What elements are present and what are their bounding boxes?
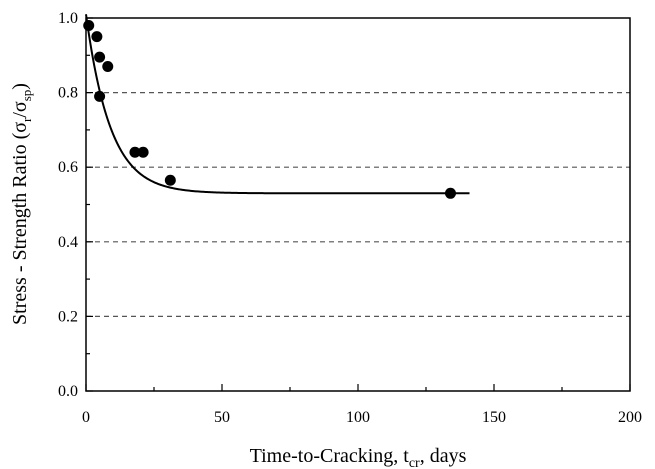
data-point-3 bbox=[102, 60, 114, 72]
y-tick-label: 0.4 bbox=[58, 234, 78, 251]
tick-labels: 0.0 0.2 0.4 0.6 0.8 1.0 0 50 100 150 200 bbox=[58, 10, 642, 426]
x-tick-label: 150 bbox=[482, 409, 506, 426]
y-tick-label: 0.6 bbox=[58, 159, 78, 176]
y-tick-label: 0.2 bbox=[58, 308, 78, 325]
x-tick-label: 0 bbox=[82, 409, 90, 426]
fit-curve bbox=[85, 14, 470, 195]
x-tick-label: 200 bbox=[618, 409, 642, 426]
y-tick-label: 0.8 bbox=[58, 85, 78, 102]
y-tick-label: 1.0 bbox=[58, 10, 78, 27]
x-axis-title: Time-to-Cracking, tcr, days bbox=[250, 445, 467, 469]
axis-ticks bbox=[85, 17, 631, 392]
y-axis-title: Stress - Strength Ratio (σr/σsp) bbox=[9, 83, 34, 325]
data-point-0 bbox=[83, 19, 95, 31]
plot-frame bbox=[85, 17, 631, 392]
data-point-7 bbox=[164, 174, 176, 186]
data-point-4 bbox=[94, 90, 106, 102]
data-point-6 bbox=[137, 146, 149, 158]
data-point-5 bbox=[129, 146, 141, 158]
data-point-1 bbox=[91, 31, 103, 43]
data-point-8 bbox=[444, 187, 456, 199]
data-points bbox=[83, 19, 456, 199]
x-tick-label: 50 bbox=[214, 409, 230, 426]
x-tick-label: 100 bbox=[346, 409, 370, 426]
data-point-2 bbox=[94, 51, 106, 63]
gridlines bbox=[86, 91, 630, 317]
y-tick-label: 0.0 bbox=[58, 383, 78, 400]
